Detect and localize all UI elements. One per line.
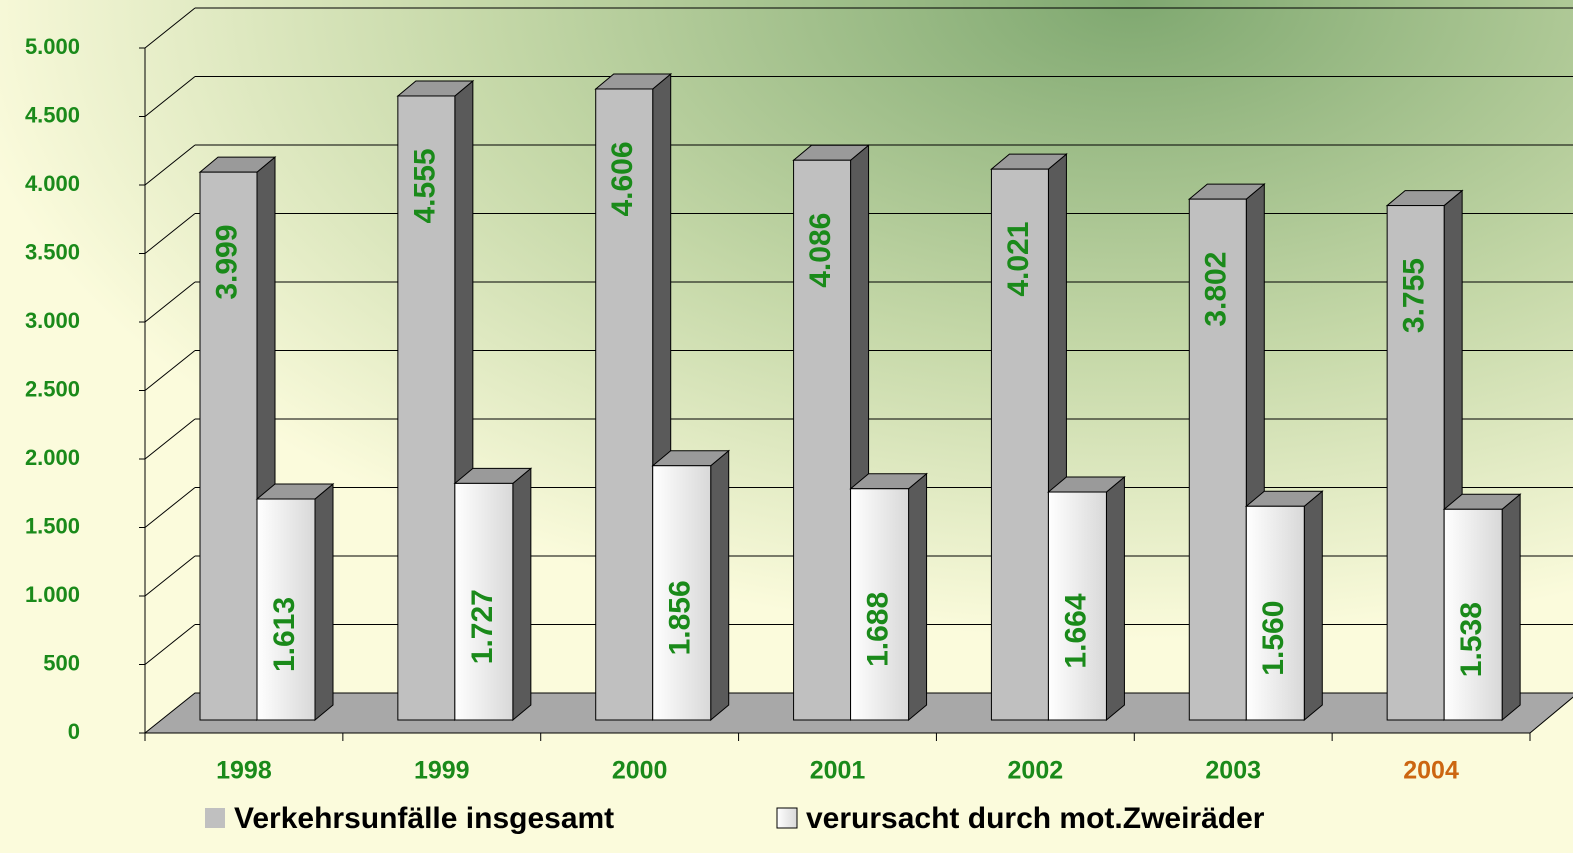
y-tick-label: 500 [43,650,80,675]
legend-swatch [776,807,798,829]
x-tick-label: 2004 [1403,757,1459,785]
bar-front [1047,491,1107,721]
legend-label: Verkehrsunfälle insgesamt [234,802,614,835]
value-label: 3.999 [210,225,243,300]
bar [990,153,1068,722]
x-tick-label: 2002 [1008,757,1064,785]
grid-line [144,418,196,460]
bar-front [990,168,1049,721]
bar-side [512,467,532,722]
grid-line [144,213,196,254]
bar [651,449,731,722]
y-tick-label: 3.000 [25,308,80,333]
grid-line [144,7,196,49]
bar-side [314,482,334,722]
value-label: 1.613 [268,597,301,672]
grid-line [144,350,196,391]
value-label: 3.755 [1398,258,1431,333]
grid-line [144,487,196,528]
bar-front [199,171,258,721]
bar-front [652,465,712,721]
bar-side [710,449,730,722]
bar-side [908,472,928,722]
bar [1187,183,1266,722]
x-tick-label: 1998 [216,757,272,785]
bar-front [793,159,852,721]
grid-line [144,144,196,186]
value-label: 1.727 [466,589,499,664]
y-tick-label: 0 [68,719,80,744]
bar-front [397,95,456,721]
y-tick-label: 2.000 [25,445,80,470]
bar-front [850,488,910,721]
bar-side [1501,493,1521,722]
value-label: 1.664 [1059,593,1092,668]
bar-front [1188,198,1247,721]
y-tick-label: 1.000 [25,582,80,607]
grid-line [144,281,196,323]
bar-front [454,482,514,721]
value-label: 1.560 [1257,601,1290,676]
bar-front [1443,508,1503,721]
legend-swatch [205,808,225,828]
y-tick-label: 2.500 [25,376,80,401]
y-tick-label: 3.500 [25,239,80,264]
x-tick-label: 1999 [414,757,470,785]
bar [396,79,475,722]
y-tick-label: 4.500 [25,102,80,127]
y-tick-label: 5.000 [25,34,80,59]
bar-side [1303,490,1323,722]
bar [1047,475,1126,722]
bar [255,482,335,722]
x-tick-label: 2003 [1205,757,1261,785]
bar-front [595,88,654,721]
bar-front [1245,505,1305,721]
value-label: 3.802 [1200,252,1233,327]
value-label: 4.555 [408,148,441,223]
value-label: 4.086 [804,213,837,288]
x-tick-label: 2000 [612,757,668,785]
bar-front [1386,205,1445,721]
value-label: 1.538 [1455,602,1488,677]
value-label: 1.688 [861,592,894,667]
grid-line [144,624,196,665]
grid-line [144,555,196,597]
bar-side [1105,475,1125,722]
y-tick-label: 1.500 [25,513,80,538]
bar [1244,490,1324,722]
value-label: 4.021 [1002,222,1035,297]
value-label: 4.606 [606,141,639,216]
grid-line [144,76,196,117]
legend-label: verursacht durch mot.Zweiräder [806,802,1265,835]
bar [453,467,533,722]
y-tick-label: 4.000 [25,171,80,196]
bar [1442,493,1522,722]
x-tick-label: 2001 [810,757,866,785]
bar [849,472,928,722]
value-label: 1.856 [664,580,697,655]
bar-front [256,498,316,721]
